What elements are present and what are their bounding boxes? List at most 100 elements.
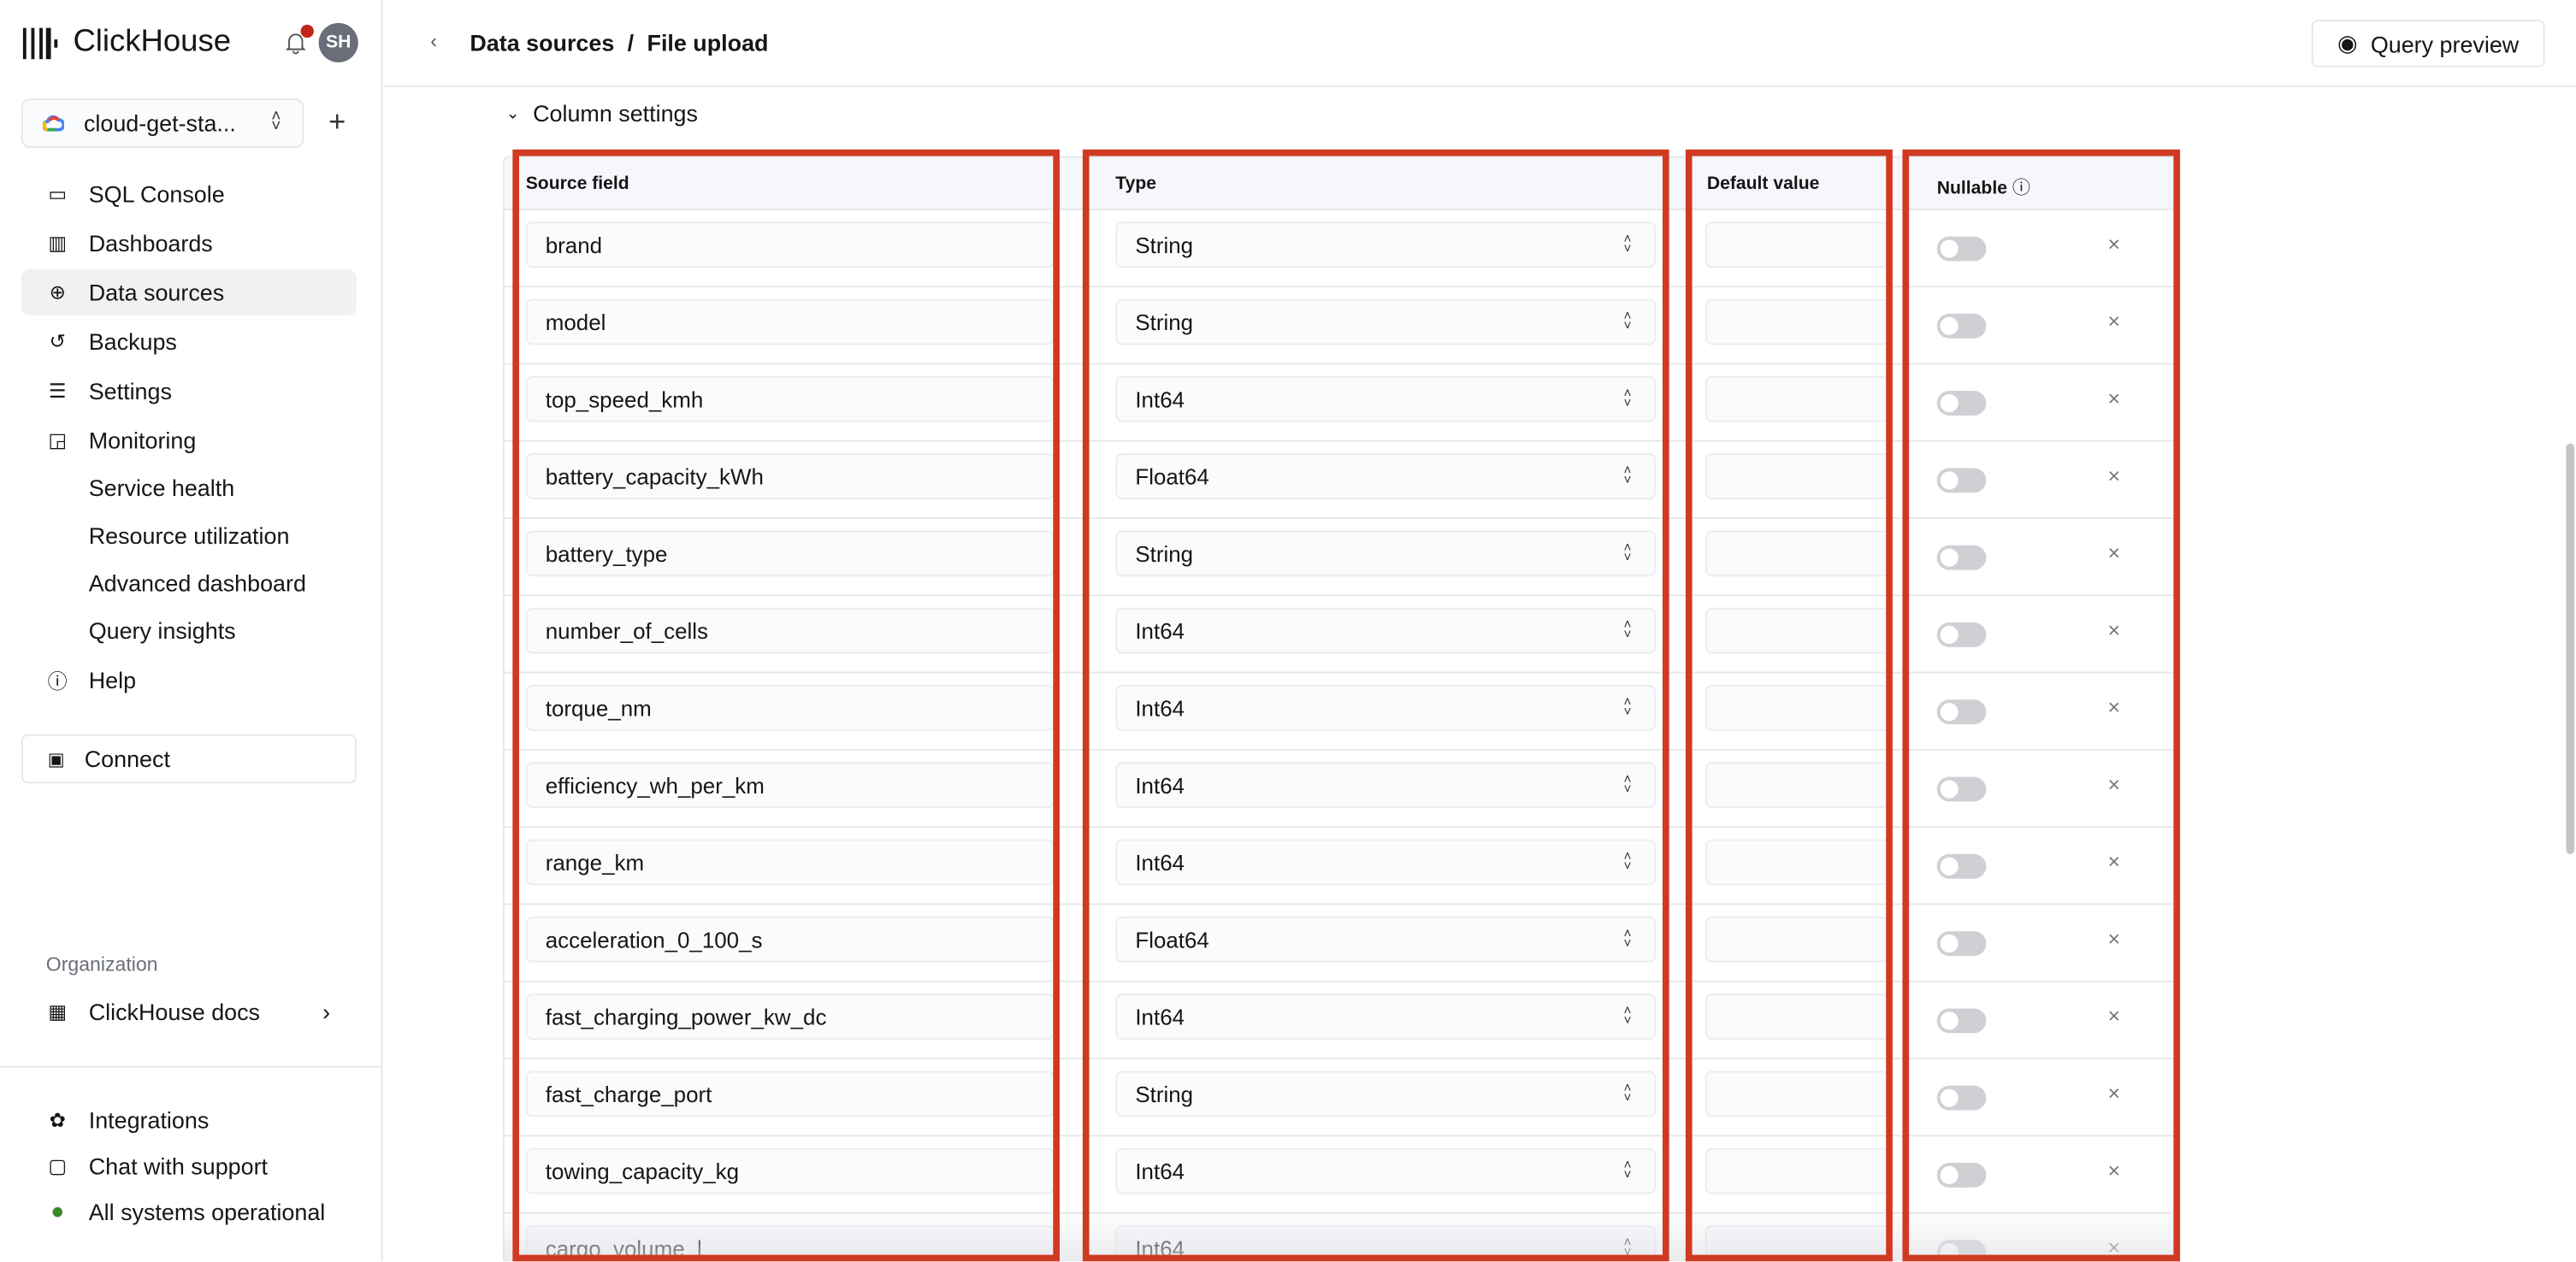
remove-column-icon[interactable]: × <box>2107 463 2121 488</box>
avatar[interactable]: SH <box>318 22 358 62</box>
back-chevron-icon[interactable]: ‹ <box>430 29 437 53</box>
nullable-toggle[interactable] <box>1936 776 1987 802</box>
chevron-right-icon: › <box>322 998 331 1025</box>
sidebar-item-sql-console[interactable]: ▭ SQL Console <box>21 171 357 217</box>
service-selector[interactable]: cloud-get-sta... ˄ ˅ <box>21 98 304 148</box>
default-value-input[interactable] <box>1705 916 1890 963</box>
type-value: Int64 <box>1135 618 1185 644</box>
sidebar-item-resource-utilization[interactable]: Resource utilization <box>88 522 290 549</box>
default-value-input[interactable] <box>1705 453 1890 499</box>
organization-selector[interactable]: ▦ ClickHouse docs › <box>21 988 357 1035</box>
nullable-toggle[interactable] <box>1936 853 1987 879</box>
sidebar-item-advanced-dashboard[interactable]: Advanced dashboard <box>88 569 306 597</box>
default-value-input[interactable] <box>1705 685 1890 731</box>
column-settings-toggle[interactable]: ⌄ Column settings <box>506 100 698 127</box>
source-field-input[interactable]: top_speed_kmh <box>525 375 1055 422</box>
type-select[interactable]: Int64 ˄˅ <box>1115 375 1657 422</box>
table-row: acceleration_0_100_s Float64 ˄ ˅ × <box>504 905 2176 982</box>
chevron-up-down-icon: ˄˅ <box>271 108 281 137</box>
remove-column-icon[interactable]: × <box>2107 309 2121 333</box>
nullable-toggle[interactable] <box>1936 931 1987 956</box>
info-icon[interactable]: ⓘ <box>2012 179 2030 199</box>
type-select[interactable]: Float64 ˄ ˅ <box>1115 916 1657 963</box>
default-value-input[interactable] <box>1705 762 1890 809</box>
sidebar-item-help[interactable]: ⓘ Help <box>21 657 357 703</box>
sidebar-item-service-health[interactable]: Service health <box>88 475 235 501</box>
nullable-toggle[interactable] <box>1936 699 1987 725</box>
source-field-input[interactable]: brand <box>525 221 1055 268</box>
type-select[interactable]: String ˄ ˅ <box>1115 530 1657 577</box>
nullable-toggle[interactable] <box>1936 1085 1987 1111</box>
sidebar-item-query-insights[interactable]: Query insights <box>88 617 236 645</box>
source-field-input[interactable]: torque_nm <box>525 685 1055 731</box>
breadcrumb-data-sources[interactable]: Data sources <box>470 29 615 56</box>
system-status[interactable]: All systems operational <box>21 1189 357 1235</box>
type-select[interactable]: String ˄ ˅ <box>1115 1070 1657 1118</box>
settings-icon: ☰ <box>48 379 67 403</box>
type-select[interactable]: Float64 ˄ ˅ <box>1115 453 1657 499</box>
remove-column-icon[interactable]: × <box>2107 771 2121 797</box>
sidebar-item-chat-support[interactable]: ▢ Chat with support <box>21 1143 357 1189</box>
source-field-input[interactable]: battery_capacity_kWh <box>525 453 1055 499</box>
sidebar-item-monitoring[interactable]: ◲ Monitoring <box>21 417 357 463</box>
nullable-toggle[interactable] <box>1936 313 1987 339</box>
source-field-input[interactable]: battery_type <box>525 530 1055 577</box>
remove-column-icon[interactable]: × <box>2107 617 2121 643</box>
nullable-toggle[interactable] <box>1936 468 1987 493</box>
remove-column-icon[interactable]: × <box>2107 926 2121 952</box>
bell-icon[interactable] <box>284 31 307 55</box>
chevron-up-down-icon: ˄˅ <box>1623 849 1632 874</box>
add-service-button[interactable]: + <box>328 104 346 139</box>
type-select[interactable]: Int64 ˄˅ <box>1115 685 1657 731</box>
source-field-input[interactable]: model <box>525 298 1055 345</box>
remove-column-icon[interactable]: × <box>2107 1080 2121 1106</box>
remove-column-icon[interactable]: × <box>2107 386 2121 411</box>
remove-column-icon[interactable]: × <box>2107 694 2121 720</box>
highlight-box-default-value <box>1685 149 1893 1262</box>
type-select[interactable]: Int64 ˄˅ <box>1115 1147 1657 1194</box>
source-field-input[interactable]: range_km <box>525 839 1055 886</box>
connect-button[interactable]: ▣ Connect <box>21 734 357 784</box>
sidebar-item-settings[interactable]: ☰ Settings <box>21 368 357 414</box>
source-field-input[interactable]: fast_charging_power_kw_dc <box>525 994 1055 1040</box>
type-select[interactable]: String ˄ ˅ <box>1115 298 1657 345</box>
nullable-toggle[interactable] <box>1936 236 1987 262</box>
remove-column-icon[interactable]: × <box>2107 540 2121 565</box>
default-value-input[interactable] <box>1705 1070 1890 1118</box>
remove-column-icon[interactable]: × <box>2107 1158 2121 1183</box>
sidebar-item-data-sources[interactable]: ⊕ Data sources <box>21 269 357 316</box>
default-value-input[interactable] <box>1705 221 1890 268</box>
puzzle-icon: ✿ <box>49 1108 66 1132</box>
sidebar-item-dashboards[interactable]: ▥ Dashboards <box>21 220 357 266</box>
nullable-toggle[interactable] <box>1936 1163 1987 1188</box>
scrollbar[interactable] <box>2566 443 2575 854</box>
type-select[interactable]: Int64 ˄˅ <box>1115 607 1657 654</box>
remove-column-icon[interactable]: × <box>2107 231 2121 257</box>
type-select[interactable]: String ˄ ˅ <box>1115 221 1657 268</box>
source-field-input[interactable]: acceleration_0_100_s <box>525 916 1055 963</box>
sidebar-item-integrations[interactable]: ✿ Integrations <box>21 1097 357 1143</box>
default-value-input[interactable] <box>1705 839 1890 886</box>
nullable-toggle[interactable] <box>1936 622 1987 647</box>
nullable-toggle[interactable] <box>1936 545 1987 570</box>
source-field-input[interactable]: towing_capacity_kg <box>525 1147 1055 1194</box>
clickhouse-logo[interactable]: ClickHouse <box>22 25 231 61</box>
sidebar-item-backups[interactable]: ↺ Backups <box>21 319 357 365</box>
remove-column-icon[interactable]: × <box>2107 849 2121 874</box>
nullable-toggle[interactable] <box>1936 1008 1987 1034</box>
default-value-input[interactable] <box>1705 375 1890 422</box>
type-select[interactable]: Int64 ˄˅ <box>1115 994 1657 1040</box>
source-field-input[interactable]: fast_charge_port <box>525 1070 1055 1118</box>
source-field-input[interactable]: efficiency_wh_per_km <box>525 762 1055 809</box>
source-field-input[interactable]: number_of_cells <box>525 607 1055 654</box>
remove-column-icon[interactable]: × <box>2107 1003 2121 1029</box>
sidebar-divider <box>0 1065 383 1068</box>
default-value-input[interactable] <box>1705 530 1890 577</box>
default-value-input[interactable] <box>1705 607 1890 654</box>
type-select[interactable]: Int64 ˄˅ <box>1115 839 1657 886</box>
type-select[interactable]: Int64 ˄˅ <box>1115 762 1657 809</box>
chevron-up-down-icon: ˄˅ <box>1623 771 1632 797</box>
nullable-toggle[interactable] <box>1936 391 1987 416</box>
default-value-input[interactable] <box>1705 994 1890 1040</box>
query-preview-button[interactable]: ◉ Query preview <box>2311 20 2545 68</box>
